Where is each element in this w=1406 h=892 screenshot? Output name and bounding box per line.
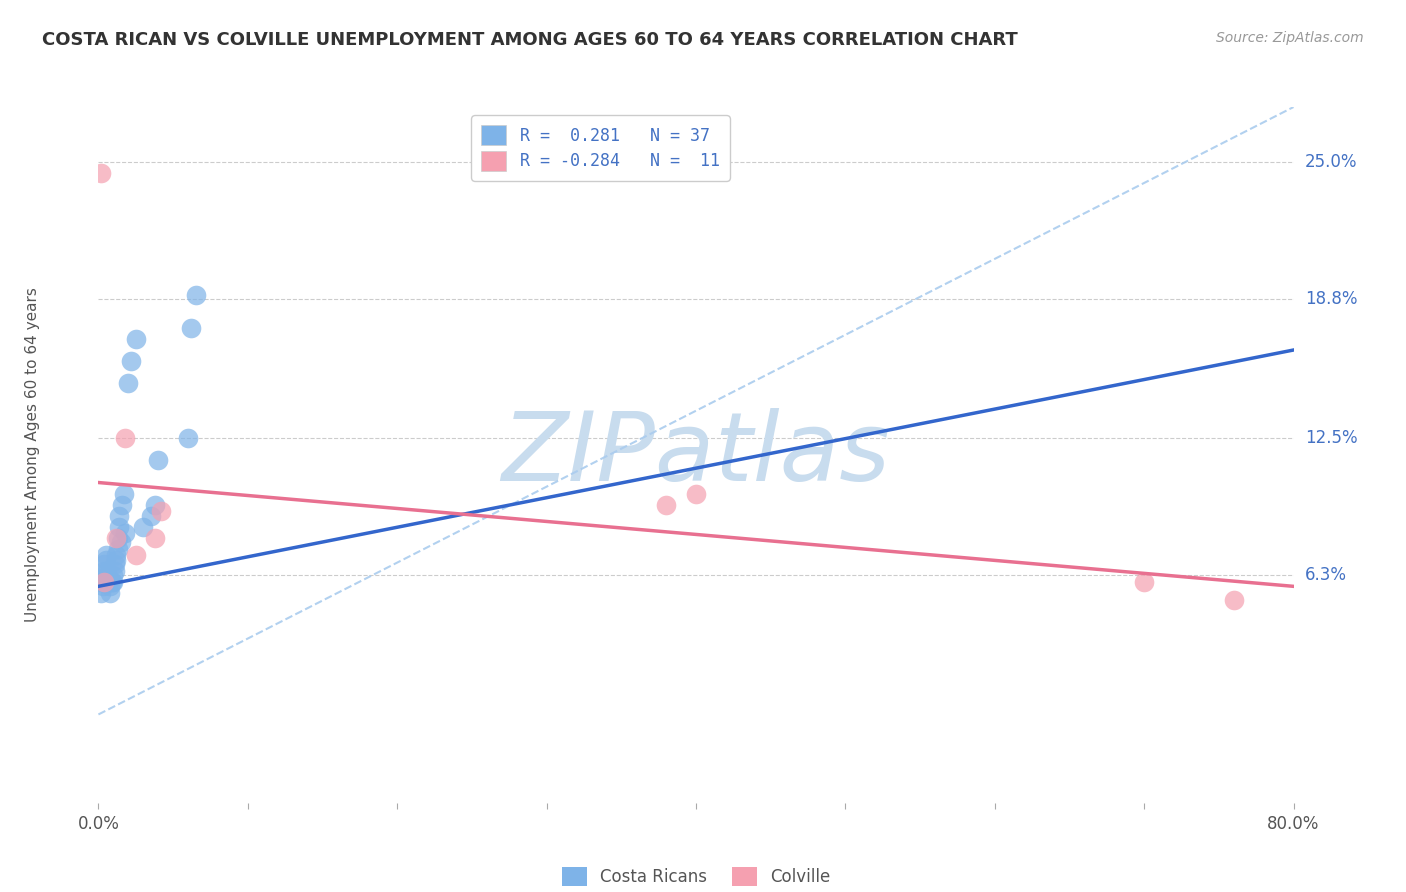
Point [103,568,125,582]
Point [108,508,131,523]
Point [98,586,122,600]
Point [184,287,207,301]
Point [177,431,200,445]
Point [150,504,173,518]
Point [114,526,136,541]
Point [90,574,112,589]
Point [120,354,142,368]
Text: COSTA RICAN VS COLVILLE UNEMPLOYMENT AMONG AGES 60 TO 64 YEARS CORRELATION CHART: COSTA RICAN VS COLVILLE UNEMPLOYMENT AMO… [42,31,1018,49]
Point [98,579,122,593]
Point [93,564,115,578]
Point [93,574,115,589]
Text: 12.5%: 12.5% [1305,429,1357,448]
Point [91,570,114,584]
Point [107,531,129,545]
Point [107,541,129,556]
Point [104,558,127,572]
Text: 25.0%: 25.0% [1305,153,1357,171]
Point [143,498,166,512]
Point [112,486,135,500]
Point [90,586,112,600]
Point [91,579,114,593]
Point [180,321,202,335]
Point [105,549,128,563]
Point [143,531,166,545]
Point [114,431,136,445]
Text: Unemployment Among Ages 60 to 64 years: Unemployment Among Ages 60 to 64 years [25,287,41,623]
Point [93,558,115,572]
Legend: Costa Ricans, Colville: Costa Ricans, Colville [555,860,837,892]
Point [1223,592,1246,607]
Point [90,166,112,180]
Point [111,498,134,512]
Point [117,376,139,391]
Point [105,553,128,567]
Point [125,332,148,346]
Point [132,519,155,533]
Point [94,549,117,563]
Point [655,498,678,512]
Text: 18.8%: 18.8% [1305,290,1357,309]
Point [1133,574,1156,589]
Point [105,531,128,545]
Point [97,574,120,589]
Point [139,508,162,523]
Point [96,564,118,578]
Text: Source: ZipAtlas.com: Source: ZipAtlas.com [1216,31,1364,45]
Point [104,564,127,578]
Point [125,549,148,563]
Point [110,535,132,549]
Point [94,553,117,567]
Point [101,574,124,589]
Point [685,486,707,500]
Point [108,519,131,533]
Point [103,574,125,589]
Text: 6.3%: 6.3% [1305,566,1347,584]
Point [148,453,170,467]
Text: ZIPatlas: ZIPatlas [502,409,890,501]
